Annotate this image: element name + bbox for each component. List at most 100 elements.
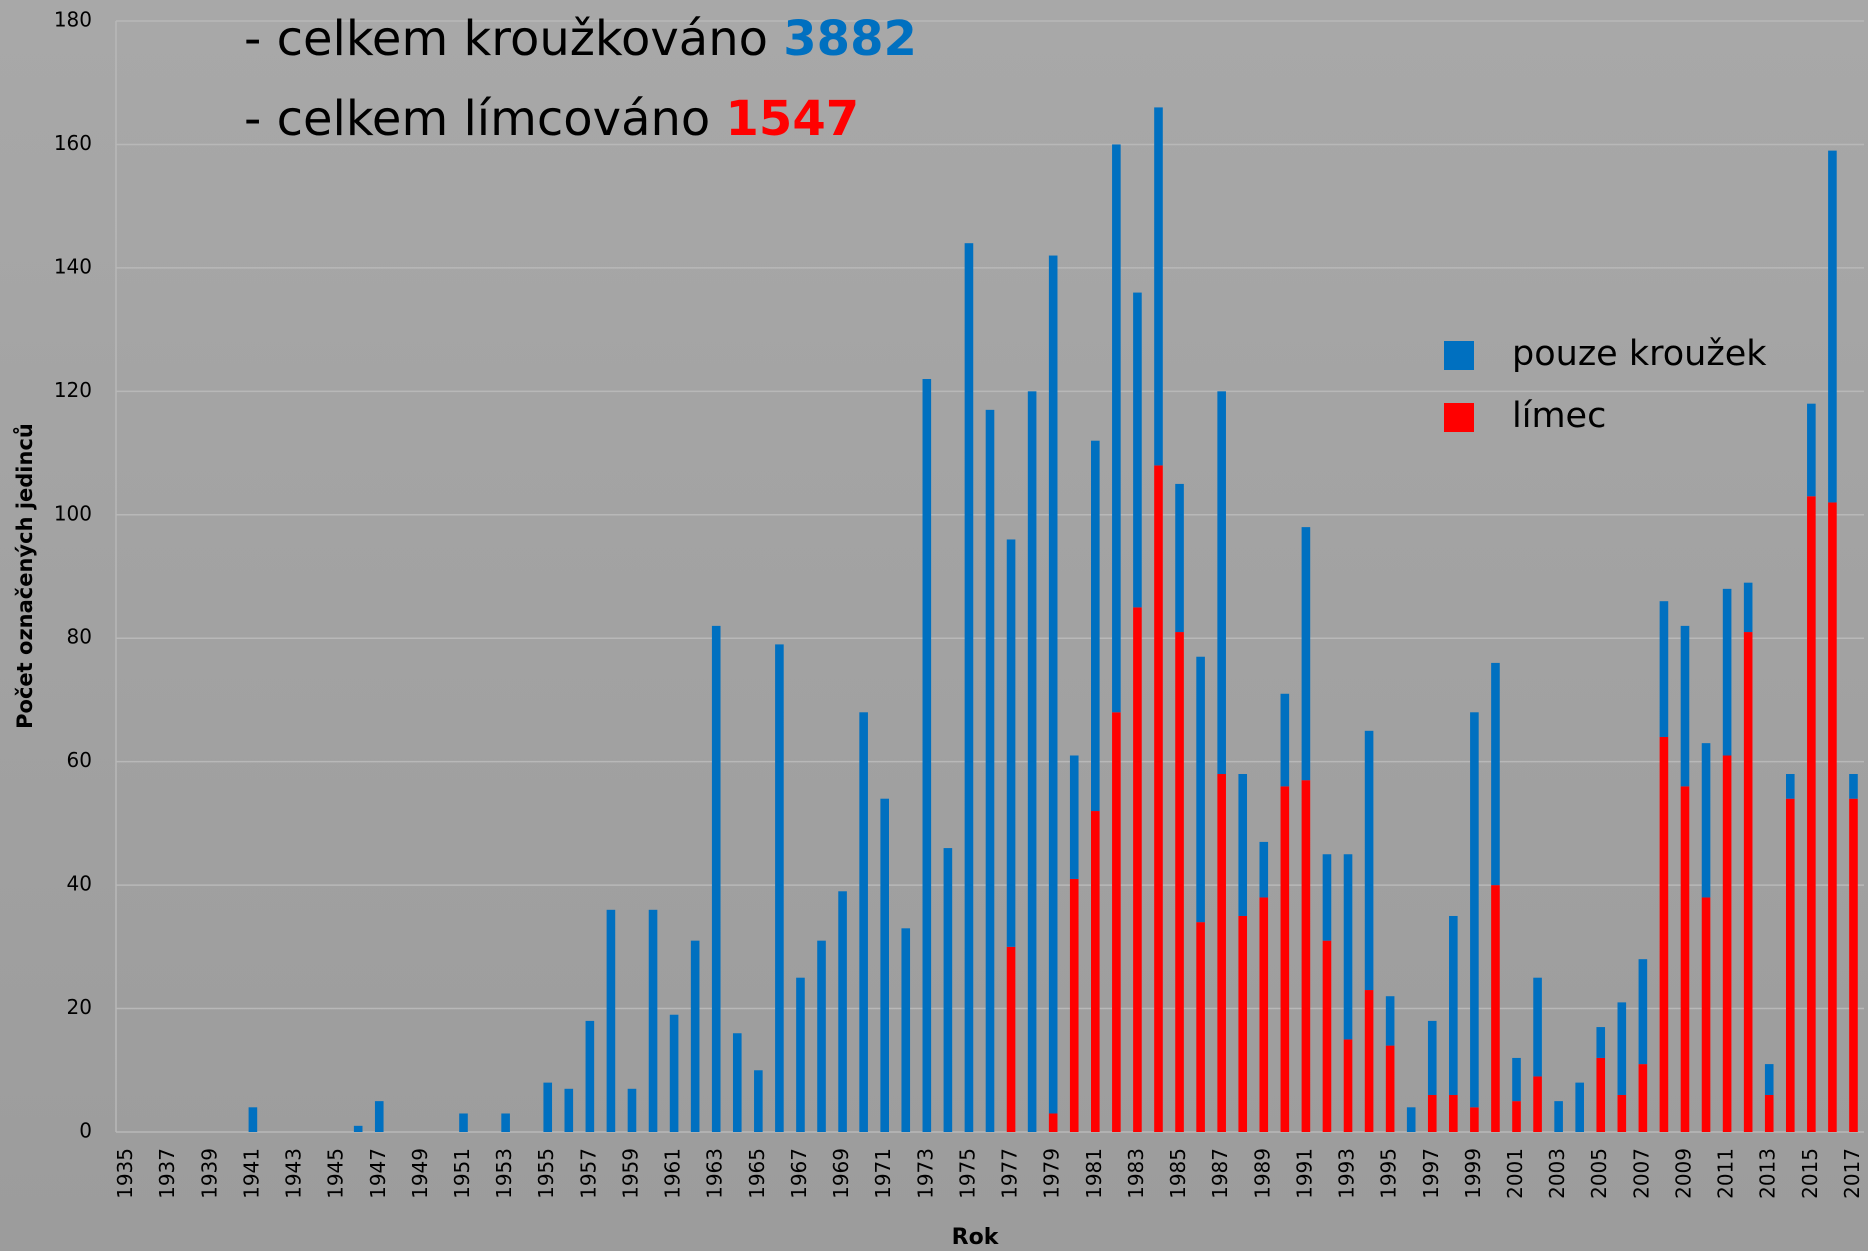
bar-segment [1217, 774, 1226, 1132]
x-tick-label: 1937 [155, 1148, 179, 1199]
y-tick-label: 0 [79, 1119, 92, 1143]
bar-segment [901, 928, 911, 1132]
bar-segment [1828, 502, 1837, 1132]
bar-segment [1259, 841, 1269, 898]
bar-segment [775, 644, 784, 1132]
bar-segment [1533, 1076, 1542, 1132]
bar-segment [1217, 391, 1226, 775]
bar-segment [1154, 465, 1163, 1132]
bar-segment [1722, 588, 1732, 756]
bar-segment [1406, 1107, 1416, 1132]
bar-segment [1112, 144, 1121, 713]
bar-segment [1617, 1002, 1627, 1095]
bar-segment [1701, 743, 1711, 898]
x-tick-label: 1949 [408, 1148, 432, 1199]
y-axis-title: Počet označených jedinců [13, 423, 37, 729]
bar-segment [1491, 885, 1500, 1132]
annotation: - celkem límcováno 1547 [244, 91, 859, 147]
bar-segment [1364, 730, 1374, 991]
bar-segment [1364, 990, 1374, 1132]
x-tick-label: 1975 [955, 1148, 979, 1199]
bar-segment [1743, 632, 1753, 1132]
bar-segment [1322, 940, 1332, 1132]
bar-segment [1722, 755, 1732, 1132]
x-tick-label: 1977 [998, 1148, 1022, 1199]
bar-segment [648, 909, 658, 1132]
x-tick-label: 1935 [113, 1148, 137, 1199]
bar-segment [669, 1014, 679, 1132]
bar-segment [1785, 798, 1795, 1132]
x-tick-label: 2011 [1714, 1148, 1738, 1199]
x-tick-label: 1947 [366, 1148, 390, 1199]
bar-segment [838, 891, 847, 1132]
bar-segment [1807, 496, 1816, 1132]
bar-segment [943, 848, 953, 1132]
bar-segment [1196, 922, 1205, 1132]
x-tick-label: 2001 [1503, 1148, 1527, 1199]
annotation-text: - celkem kroužkováno [244, 11, 768, 67]
bar-segment [1680, 625, 1690, 787]
x-tick-label: 1959 [618, 1148, 642, 1199]
bar-segment [353, 1125, 363, 1132]
x-tick-label: 1969 [829, 1148, 853, 1199]
x-tick-label: 1983 [1124, 1148, 1148, 1199]
bar-segment [1259, 897, 1269, 1132]
x-tick-label: 1991 [1292, 1148, 1316, 1199]
bar-segment [1427, 1094, 1437, 1132]
x-tick-label: 1987 [1208, 1148, 1232, 1199]
bar-segment [1470, 1107, 1479, 1132]
bar-segment [690, 940, 700, 1132]
x-tick-label: 1953 [492, 1148, 516, 1199]
y-tick-label: 160 [54, 131, 92, 155]
x-tick-label: 1939 [197, 1148, 221, 1199]
bar-segment [922, 378, 932, 1132]
bar-segment [1069, 878, 1079, 1132]
bar-segment [859, 712, 868, 1132]
bar-segment [1575, 1082, 1584, 1132]
bar-segment [1385, 1045, 1395, 1132]
bar-segment [1785, 774, 1795, 799]
y-tick-label: 140 [54, 254, 92, 278]
bar-segment [1301, 780, 1311, 1132]
annotation-value: 3882 [783, 11, 917, 67]
x-tick-label: 1997 [1419, 1148, 1443, 1199]
bar-segment [880, 798, 889, 1132]
x-tick-label: 2009 [1671, 1148, 1695, 1199]
x-tick-label: 1955 [534, 1148, 558, 1199]
x-tick-label: 1993 [1335, 1148, 1359, 1199]
bar-segment [1638, 1064, 1648, 1132]
bar-segment [1807, 403, 1816, 497]
x-tick-label: 1957 [576, 1148, 600, 1199]
bar-segment [1701, 897, 1711, 1132]
bar-segment [501, 1113, 510, 1132]
bar-segment [1343, 854, 1353, 1040]
x-tick-label: 1989 [1250, 1148, 1274, 1199]
x-tick-label: 1967 [787, 1148, 811, 1199]
bar-segment [585, 1020, 595, 1132]
bar-segment [1280, 693, 1290, 787]
x-tick-label: 1965 [745, 1148, 769, 1199]
bar-segment [374, 1101, 384, 1132]
bar-segment [606, 909, 616, 1132]
x-tick-label: 1945 [324, 1148, 348, 1199]
bar-segment [1385, 996, 1395, 1046]
x-tick-label: 2017 [1840, 1148, 1864, 1199]
bar-segment [1154, 107, 1163, 466]
bar-segment [1322, 854, 1332, 941]
x-tick-label: 1999 [1461, 1148, 1485, 1199]
bar-segment [1659, 736, 1669, 1132]
x-axis-title: Rok [952, 1225, 1000, 1250]
x-tick-label: 1973 [913, 1148, 937, 1199]
bar-segment [1491, 662, 1500, 886]
bar-segment [1449, 915, 1458, 1095]
x-tick-label: 2015 [1798, 1148, 1822, 1199]
bar-segment [1849, 774, 1858, 799]
y-tick-label: 100 [54, 501, 92, 525]
bar-segment [543, 1082, 553, 1132]
bar-segment [248, 1107, 258, 1132]
bar-segment [1638, 959, 1648, 1065]
bar-segment [1764, 1064, 1774, 1095]
x-tick-label: 2007 [1629, 1148, 1653, 1199]
